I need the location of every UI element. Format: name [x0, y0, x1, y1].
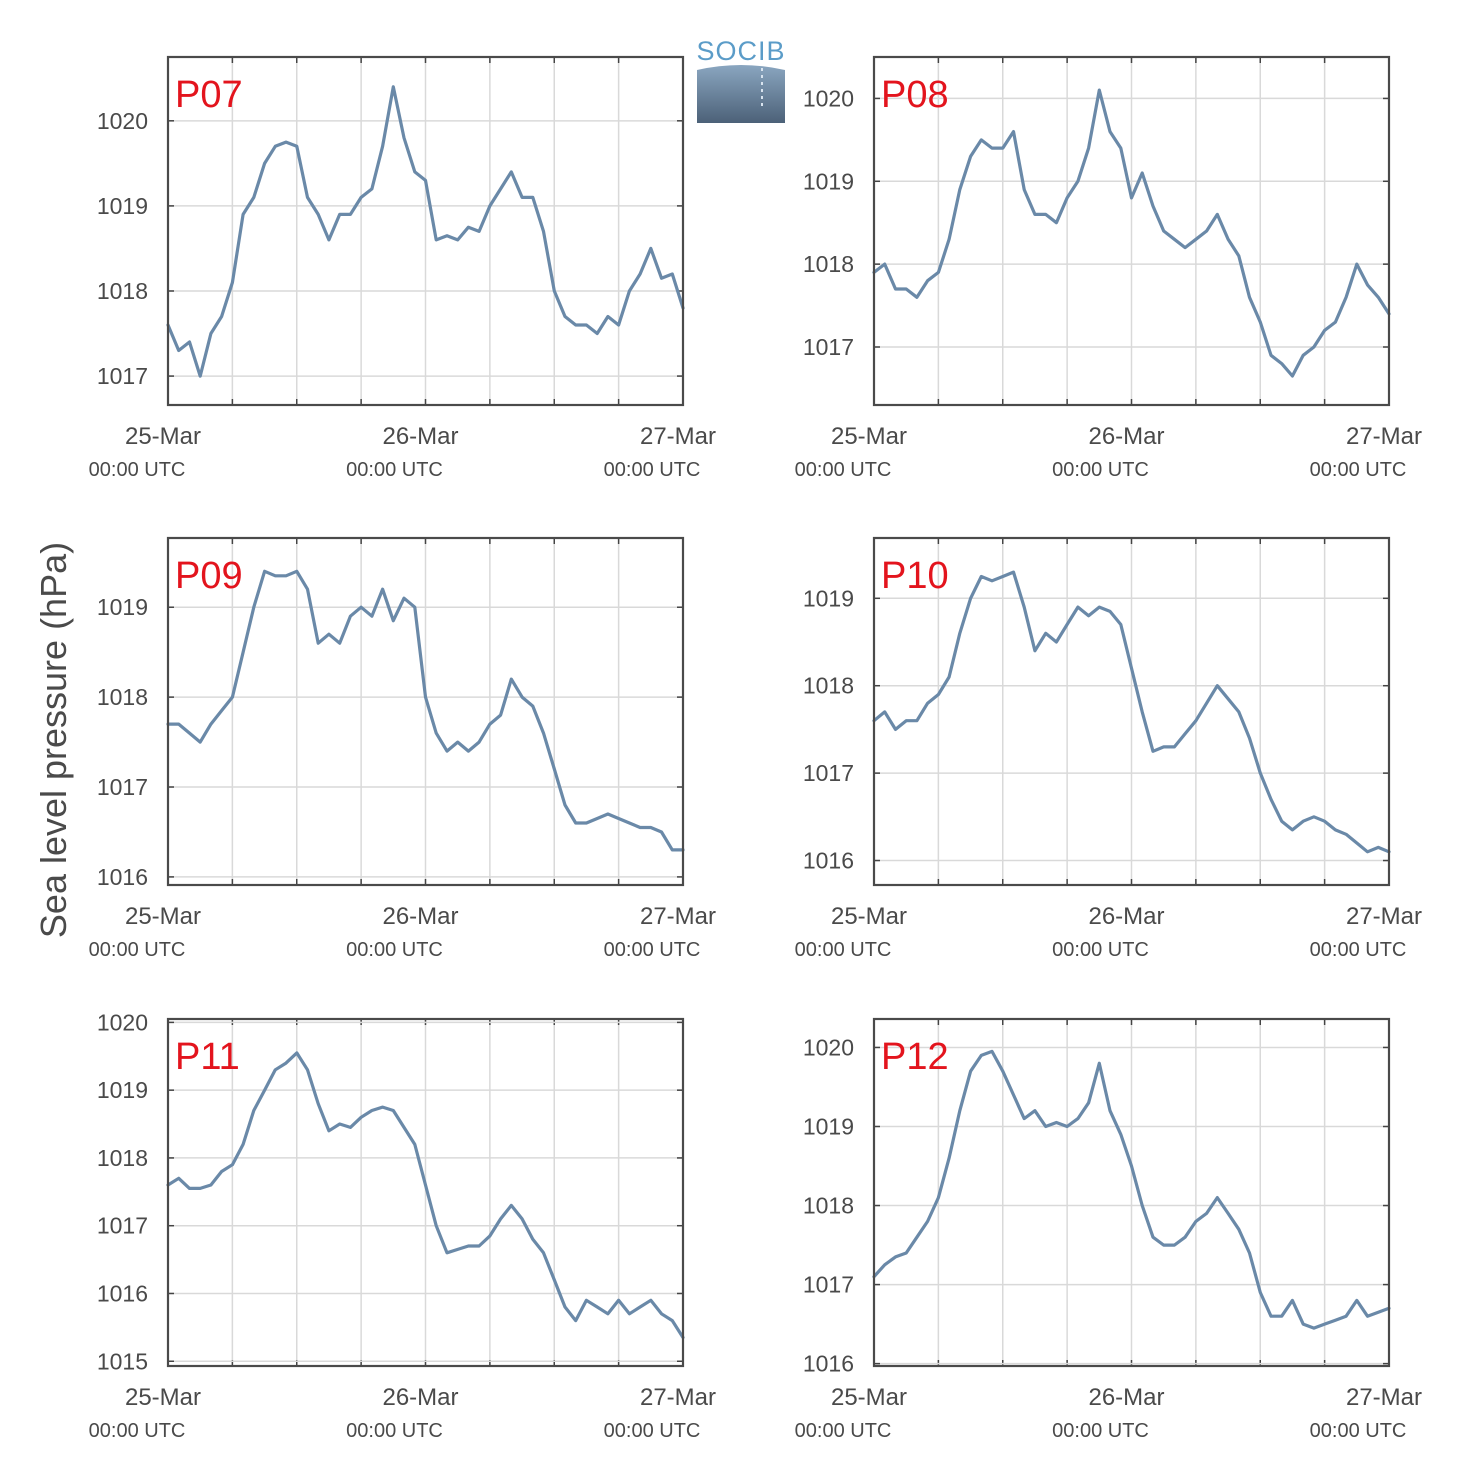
station-label: P08 [881, 74, 949, 116]
x-tick-date-label: 26-Mar [1088, 1384, 1164, 1411]
panel-p07: 1017 1018 1019 1020 P07 25-Mar 00:00 UTC 26-Mar… [89, 55, 716, 481]
y-tick-label: 1018 [97, 278, 148, 304]
x-tick-date-label: 25-Mar [125, 1384, 201, 1411]
x-tick-time-label: 00:00 UTC [346, 459, 443, 481]
x-tick-time-label: 00:00 UTC [89, 939, 186, 961]
x-tick-date-label: 25-Mar [125, 903, 201, 930]
x-tick-date-label: 27-Mar [640, 1384, 716, 1411]
y-tick-label: 1020 [97, 1009, 148, 1035]
panel-p09: 1016 1017 1018 1019 P09 25-Mar 00:00 UTC 26-Mar… [89, 536, 716, 961]
socib-logo: SOCIB [696, 36, 785, 123]
y-tick-label: 1019 [97, 1077, 148, 1103]
panel-p10: 1016 1017 1018 1019 P10 25-Mar 00:00 UTC 26-Mar… [795, 536, 1422, 961]
station-label: P11 [175, 1036, 240, 1078]
station-label: P10 [881, 555, 949, 597]
plot-frame [872, 55, 1391, 407]
pressure-series-line [872, 1049, 1391, 1330]
x-tick-date-label: 26-Mar [382, 1384, 458, 1411]
panel-p08: 1017 1018 1019 1020 P08 25-Mar 00:00 UTC 26-Mar… [795, 55, 1422, 481]
y-tick-label: 1017 [803, 334, 854, 360]
y-tick-label: 1018 [97, 684, 148, 710]
x-tick-time-label: 00:00 UTC [89, 459, 186, 481]
pressure-series-line [872, 88, 1391, 378]
pressure-series-line [166, 85, 685, 378]
y-tick-label: 1016 [97, 1280, 148, 1306]
y-tick-label: 1017 [97, 1213, 148, 1239]
panel-p12: 1016 1017 1018 1019 1020 P12 25-Mar 00:00 UTC 26… [795, 1017, 1422, 1442]
x-tick-date-label: 26-Mar [382, 423, 458, 450]
x-tick-date-label: 27-Mar [640, 903, 716, 930]
x-tick-time-label: 00:00 UTC [604, 1420, 701, 1442]
x-tick-time-label: 00:00 UTC [1310, 459, 1407, 481]
y-tick-label: 1018 [803, 1193, 854, 1219]
x-tick-time-label: 00:00 UTC [795, 939, 892, 961]
y-tick-label: 1020 [803, 85, 854, 111]
x-tick-date-label: 26-Mar [1088, 423, 1164, 450]
y-tick-label: 1017 [803, 760, 854, 786]
pressure-series-line [166, 1051, 685, 1340]
x-tick-time-label: 00:00 UTC [604, 459, 701, 481]
x-tick-date-label: 27-Mar [1346, 423, 1422, 450]
y-tick-label: 1019 [803, 168, 854, 194]
x-tick-date-label: 26-Mar [1088, 903, 1164, 930]
plot-frame [872, 536, 1391, 887]
station-label: P07 [175, 74, 243, 116]
x-tick-time-label: 00:00 UTC [1052, 939, 1149, 961]
y-tick-label: 1017 [97, 774, 148, 800]
y-tick-label: 1018 [803, 251, 854, 277]
x-tick-time-label: 00:00 UTC [1310, 939, 1407, 961]
x-tick-time-label: 00:00 UTC [1052, 1420, 1149, 1442]
socib-logo-text: SOCIB [696, 36, 785, 66]
y-tick-label: 1016 [803, 1351, 854, 1377]
plot-frame [166, 536, 685, 887]
y-tick-label: 1020 [97, 108, 148, 134]
plot-frame [872, 1017, 1391, 1368]
x-tick-date-label: 27-Mar [640, 423, 716, 450]
y-tick-label: 1019 [97, 594, 148, 620]
x-tick-time-label: 00:00 UTC [604, 939, 701, 961]
x-tick-time-label: 00:00 UTC [1310, 1420, 1407, 1442]
y-tick-label: 1015 [97, 1348, 148, 1374]
y-tick-label: 1020 [803, 1034, 854, 1060]
x-tick-date-label: 25-Mar [831, 1384, 907, 1411]
x-tick-date-label: 25-Mar [831, 423, 907, 450]
x-tick-time-label: 00:00 UTC [89, 1420, 186, 1442]
station-label: P09 [175, 555, 243, 597]
y-tick-label: 1016 [97, 864, 148, 890]
y-tick-label: 1016 [803, 848, 854, 874]
y-tick-label: 1017 [97, 363, 148, 389]
y-axis-label: Sea level pressure (hPa) [33, 542, 74, 938]
x-tick-time-label: 00:00 UTC [346, 939, 443, 961]
x-tick-date-label: 27-Mar [1346, 1384, 1422, 1411]
x-tick-time-label: 00:00 UTC [346, 1420, 443, 1442]
station-label: P12 [881, 1036, 949, 1078]
panel-p11: 1015 1016 1017 1018 1019 1020 P11 25-Mar 00:00 U… [89, 1009, 716, 1442]
y-tick-label: 1018 [803, 673, 854, 699]
x-tick-time-label: 00:00 UTC [795, 459, 892, 481]
x-tick-date-label: 25-Mar [125, 423, 201, 450]
plot-frame [166, 1017, 685, 1368]
x-tick-date-label: 27-Mar [1346, 903, 1422, 930]
y-tick-label: 1019 [97, 193, 148, 219]
pressure-series-line [166, 569, 685, 852]
y-tick-label: 1018 [97, 1145, 148, 1171]
pressure-series-line [872, 570, 1391, 854]
x-tick-time-label: 00:00 UTC [1052, 459, 1149, 481]
y-tick-label: 1017 [803, 1272, 854, 1298]
y-tick-label: 1019 [803, 585, 854, 611]
panels: 1017 1018 1019 1020 P07 25-Mar 00:00 UTC 26-Mar… [89, 55, 1422, 1442]
plot-frame [166, 55, 685, 407]
x-tick-date-label: 25-Mar [831, 903, 907, 930]
x-tick-date-label: 26-Mar [382, 903, 458, 930]
y-tick-label: 1019 [803, 1113, 854, 1139]
x-tick-time-label: 00:00 UTC [795, 1420, 892, 1442]
